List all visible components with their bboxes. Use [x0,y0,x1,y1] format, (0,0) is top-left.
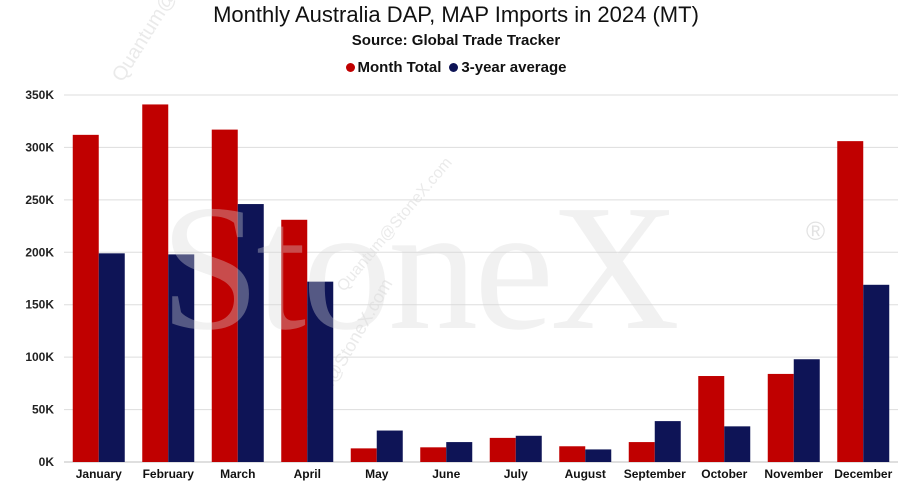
x-tick-label: December [834,467,892,481]
y-tick-label: 300K [25,140,54,154]
bar-month-total-march [211,129,238,463]
gridlines [64,94,898,463]
x-tick-label: September [624,467,686,481]
bars [72,104,890,463]
bar-3-year-average-august [585,449,612,462]
x-tick-label: March [220,467,255,481]
y-tick-label: 350K [25,88,54,102]
bar-3-year-average-may [376,430,403,462]
x-tick-label: February [143,467,195,481]
bar-month-total-may [350,448,377,462]
legend-item-month-total: Month Total [345,59,442,76]
bar-month-total-october [698,376,725,462]
legend: Month Total 3-year average [0,59,912,76]
bar-3-year-average-june [446,442,473,462]
bar-3-year-average-november [793,359,820,462]
bar-month-total-july [489,437,516,462]
y-tick-label: 250K [25,193,54,207]
bar-3-year-average-december [863,284,890,462]
legend-label-3-year-average: 3-year average [461,59,567,76]
x-tick-label: November [764,467,823,481]
y-tick-label: 100K [25,350,54,364]
legend-swatch-3-year-average [449,63,459,72]
bar-3-year-average-march [237,204,264,462]
x-tick-label: July [504,467,528,481]
x-tick-label: August [565,467,606,481]
y-tick-label: 200K [25,245,54,259]
bar-month-total-september [628,442,655,462]
bar-3-year-average-april [307,281,334,462]
bar-3-year-average-february [168,254,195,462]
bar-month-total-december [837,141,864,462]
watermark-reg-mark: ® [806,216,826,246]
bar-month-total-june [420,447,447,462]
y-tick-label: 0K [39,455,55,469]
bar-3-year-average-october [724,426,751,462]
bar-month-total-april [281,219,308,462]
y-axis: 0K 50K 100K 150K 200K 250K 300K 350K [25,88,54,469]
bar-3-year-average-july [515,435,542,462]
bar-month-total-august [559,446,586,462]
bar-month-total-january [72,134,99,463]
x-tick-label: April [294,467,321,481]
legend-item-3-year-average: 3-year average [449,59,566,76]
y-tick-label: 50K [32,403,54,417]
x-tick-label: June [432,467,460,481]
bar-month-total-november [767,373,794,462]
legend-label-month-total: Month Total [357,59,442,76]
y-tick-label: 150K [25,298,54,312]
bar-month-total-february [142,104,169,463]
bar-3-year-average-january [98,253,125,462]
x-tick-label: October [701,467,747,481]
bar-3-year-average-september [654,421,681,462]
chart-subtitle: Source: Global Trade Tracker [351,32,561,49]
legend-swatch-month-total [345,63,355,72]
chart-title: Monthly Australia DAP, MAP Imports in 20… [213,2,699,27]
x-tick-label: January [76,467,122,481]
x-tick-label: May [365,467,389,481]
x-axis: January February March April May June July Augu… [76,467,893,481]
